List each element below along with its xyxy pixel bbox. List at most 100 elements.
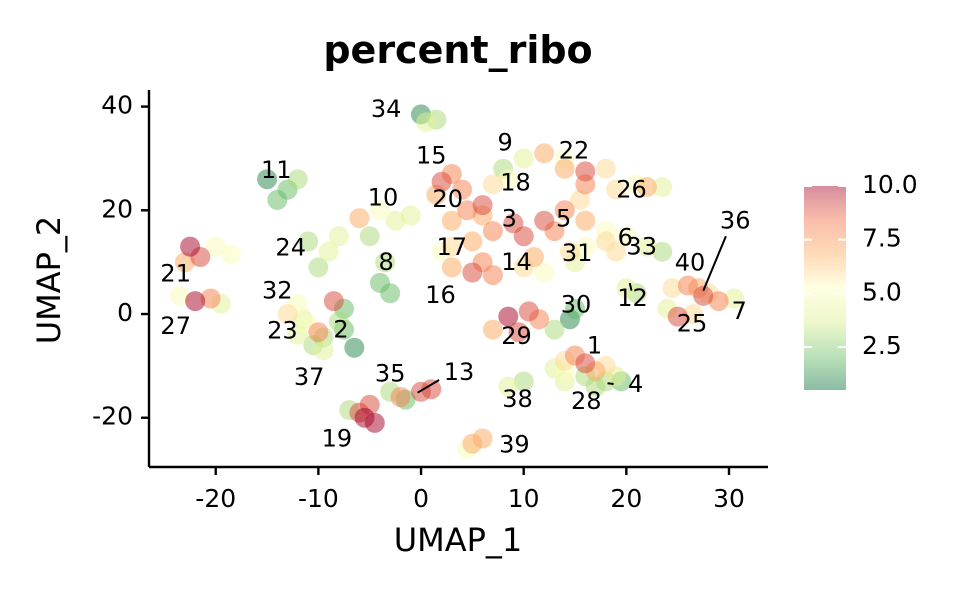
cluster-label: 14 [501,248,532,276]
data-point [431,171,452,192]
cluster-label: 33 [626,233,657,261]
cluster-label: 8 [378,248,393,276]
data-point [708,291,729,312]
colorbar-tick-label: 5.0 [862,277,902,306]
data-point [534,262,555,283]
cluster-label: 20 [432,185,463,213]
data-point [482,174,503,195]
cluster-label: 11 [261,156,292,184]
data-point [318,241,339,262]
data-point [508,322,529,343]
data-point [185,291,206,312]
data-point [257,169,278,190]
cluster-label: 39 [499,431,530,459]
data-point [616,226,637,247]
data-point [534,210,555,231]
chart-title: percent_ribo [323,28,592,72]
x-axis-ticks: -20 -10 0 10 20 30 [195,467,745,513]
x-tick-label: 0 [413,484,429,513]
data-point [364,412,385,433]
y-axis-title: UMAP_2 [30,216,68,345]
data-point [390,387,411,407]
data-point [328,311,349,332]
x-tick-label: -10 [298,484,339,513]
cluster-label: 3 [502,205,517,233]
data-point [575,210,596,231]
label-leader-lines [417,235,727,394]
cluster-label: 19 [322,425,353,453]
cluster-label: 2 [333,316,348,344]
cluster-label: 24 [275,234,306,262]
data-point [513,148,534,169]
data-point [513,226,534,247]
cluster-label: 13 [444,358,475,386]
label-leader-line [702,235,727,292]
data-point [298,231,319,252]
data-point [385,210,406,231]
data-point [575,353,596,374]
cluster-labels: 1234567891011121314151617181920212223242… [160,95,750,459]
colorbar-tick-label: 10.0 [862,170,918,199]
cluster-label: 18 [500,168,531,196]
data-point [370,200,390,221]
data-point [375,252,396,273]
data-point [344,337,365,358]
data-point [575,161,596,182]
y-tick-label: -20 [92,402,133,431]
data-point [554,200,575,221]
data-point [328,226,349,247]
cluster-label: 29 [501,322,532,350]
data-point [441,210,462,231]
data-point [277,304,298,324]
cluster-label: 10 [368,183,399,211]
cluster-label: 37 [294,363,325,391]
data-point [313,340,334,361]
label-leader-line [628,282,633,291]
data-point [498,169,519,190]
colorbar-ticks: 2.5 5.0 7.5 10.0 [804,170,918,360]
data-point [575,236,596,257]
cluster-label: 40 [675,249,706,277]
colorbar-legend [804,186,846,390]
data-point [498,376,519,397]
data-point [287,169,308,190]
cluster-label: 4 [628,370,643,398]
data-point [441,236,462,257]
data-point [457,200,478,221]
cluster-label: 17 [437,233,468,261]
colorbar-tick-label: 7.5 [862,224,902,253]
data-point [200,288,221,309]
x-tick-label: 10 [508,484,540,513]
y-tick-label: 0 [117,298,133,327]
data-point [308,257,329,278]
data-point [400,205,421,226]
label-leader-line [607,382,614,385]
data-point [595,158,616,179]
data-point [559,241,580,262]
cluster-label: 34 [371,95,402,123]
data-point [472,195,493,216]
data-point [462,262,483,283]
data-point [498,306,519,327]
label-leader-line [417,379,440,394]
y-axis-ticks: -20 0 20 40 [92,91,149,431]
data-point [267,189,288,210]
cluster-label: 22 [559,137,590,165]
cluster-label: 36 [720,207,751,235]
cluster-label: 30 [561,291,592,319]
cluster-label: 23 [267,317,298,345]
data-point [441,257,462,278]
data-point [616,278,637,299]
cluster-label: 6 [618,223,633,251]
data-point [205,236,226,257]
data-point [693,285,714,306]
cluster-label: 31 [562,239,593,267]
data-point [606,179,627,200]
data-point [570,189,591,210]
cluster-label: 5 [556,205,571,233]
cluster-label: 28 [571,387,602,415]
data-point [677,275,698,296]
x-tick-label: 30 [713,484,745,513]
data-point [683,304,704,324]
cluster-label: 26 [616,176,647,204]
